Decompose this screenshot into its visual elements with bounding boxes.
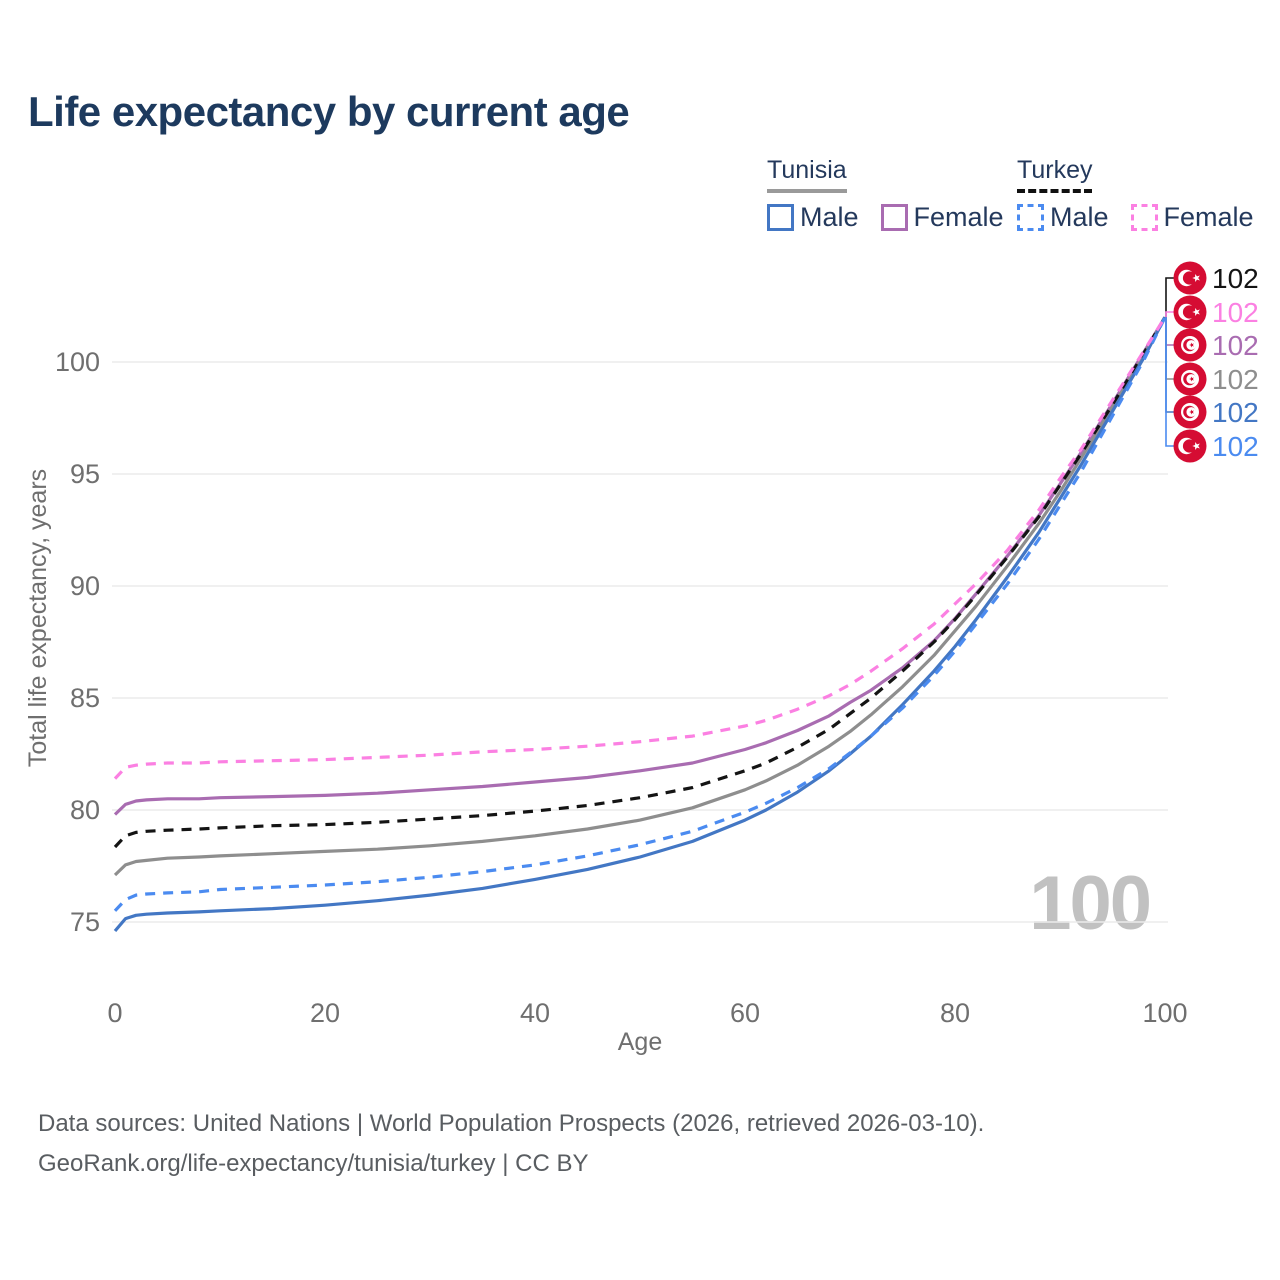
age-watermark: 100 [1029,861,1152,946]
footer: Data sources: United Nations | World Pop… [38,1104,984,1184]
legend-swatch-turkey-female [1130,204,1158,231]
legend-group-tunisia: Tunisia Male Female [767,156,1004,233]
flag-star [1192,308,1200,316]
series-line-tunisia-both [113,316,1167,877]
end-value-label: 102 [1212,431,1259,462]
flag-tunisia-icon [1173,362,1207,396]
flag-tunisia-icon [1173,395,1207,429]
series-line-turkey-female [113,316,1167,780]
end-value-label: 102 [1212,297,1259,328]
y-tick-label: 90 [70,571,100,601]
flag-star [1189,342,1194,348]
series-line-turkey-male [113,316,1167,912]
flag-star [1189,376,1194,382]
leader-line [1165,277,1174,318]
page-title: Life expectancy by current age [28,88,630,135]
leader-line [1165,317,1174,380]
leader-line [1165,311,1174,318]
x-tick-label: 80 [940,998,970,1028]
legend-country-turkey: Turkey [1017,156,1093,193]
flag-star [1189,409,1194,415]
gridlines: 75 80 85 90 95 100 0 20 40 60 80 100 Age Total life e… [24,347,1188,1056]
legend-swatch-tunisia-male [767,204,794,231]
end-value-label: 102 [1212,397,1259,428]
flag-tunisia-icon [1173,328,1207,362]
flag-star [1192,442,1200,450]
legend-label-turkey-female: Female [1163,202,1254,232]
flag-turkey-icon [1173,295,1207,329]
flag-star [1192,274,1200,282]
leader-line [1165,317,1174,413]
x-tick-label: 0 [107,998,122,1028]
legend-swatch-turkey-male [1017,204,1044,231]
y-axis-title: Total life expectancy, years [24,469,52,767]
legend-label-tunisia-male: Male [800,202,859,232]
flag-turkey-icon [1173,429,1207,463]
footer-data-sources: Data sources: United Nations | World Pop… [38,1110,985,1137]
legend-country-tunisia: Tunisia [767,156,847,193]
series-lines [113,316,1167,933]
x-tick-label: 20 [310,998,340,1028]
series-line-tunisia-male [113,316,1167,933]
x-tick-label: 40 [520,998,550,1028]
leader-line [1165,317,1174,447]
y-tick-label: 80 [70,795,100,825]
legend-label-turkey-male: Male [1050,202,1109,232]
end-value-label: 102 [1212,364,1259,395]
y-tick-label: 85 [70,683,100,713]
legend-label-tunisia-female: Female [913,202,1004,232]
x-tick-label: 100 [1142,998,1187,1028]
x-tick-label: 60 [730,998,760,1028]
flag-turkey-icon [1173,261,1207,295]
legend-group-turkey: Turkey Male Female [1017,156,1254,233]
y-tick-label: 95 [70,459,100,489]
series-line-tunisia-female [113,316,1167,816]
footer-attribution: GeoRank.org/life-expectancy/tunisia/turk… [38,1150,589,1177]
y-tick-label: 75 [70,907,100,937]
legend-swatch-tunisia-female [880,204,908,231]
y-tick-label: 100 [55,347,100,377]
x-axis-title: Age [618,1028,662,1056]
series-line-turkey-both [113,316,1167,849]
line-chart: 75 80 85 90 95 100 0 20 40 60 80 100 Age Total life e… [24,261,1259,1056]
end-value-label: 102 [1212,330,1259,361]
leader-line [1165,317,1174,346]
end-value-label: 102 [1212,263,1259,294]
